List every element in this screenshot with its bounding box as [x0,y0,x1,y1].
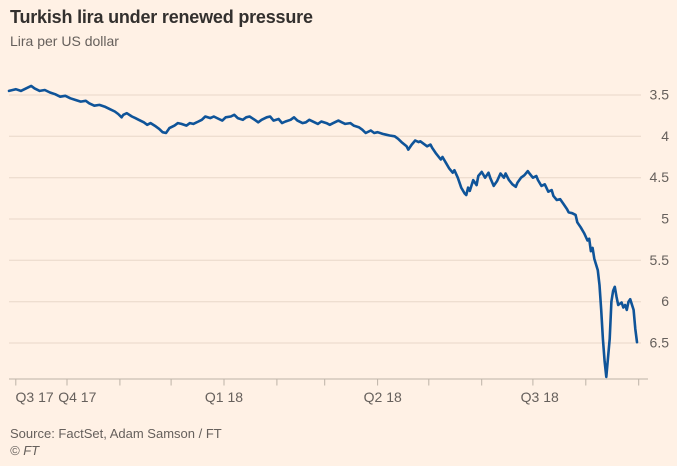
x-axis-quarter-label: Q3 17 [16,389,54,405]
y-axis-tick-label: 6.5 [650,335,670,351]
price-line [7,84,639,379]
copyright-label: © FT [10,443,40,458]
y-axis-tick-label: 5.5 [650,252,670,268]
source-label: Source: FactSet, Adam Samson / FT [10,426,222,441]
y-axis-tick-label: 5 [661,211,669,227]
x-axis-quarter-label: Q3 18 [521,389,559,405]
x-axis-quarter-label: Q4 17 [58,389,96,405]
y-axis-tick-label: 4 [661,128,669,144]
page-title: Turkish lira under renewed pressure [10,7,313,27]
x-axis-quarter-label: Q1 18 [205,389,243,405]
chart-subtitle: Lira per US dollar [10,33,119,49]
y-axis-tick-label: 4.5 [650,169,670,185]
x-axis-quarter-label: Q2 18 [364,389,402,405]
y-axis-tick-label: 3.5 [650,87,670,103]
y-axis-tick-label: 6 [661,293,669,309]
